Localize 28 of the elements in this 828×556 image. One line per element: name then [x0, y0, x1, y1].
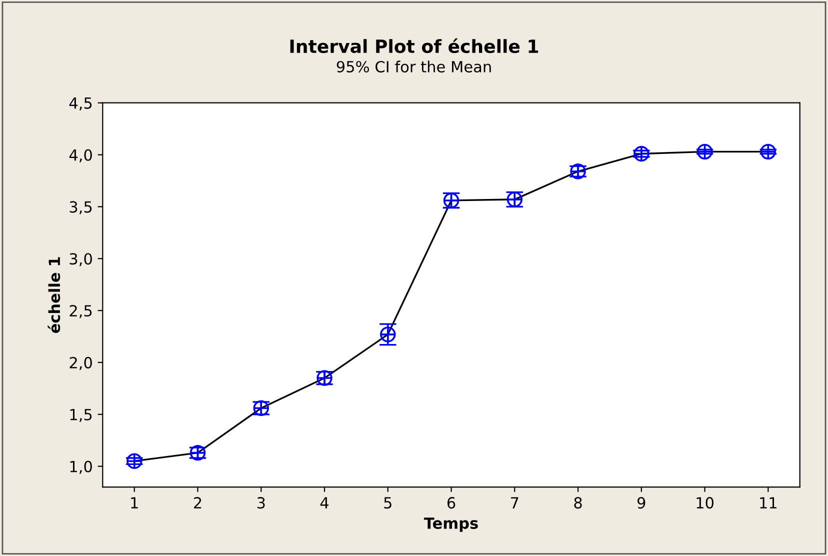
- x-tick-label: 6: [447, 497, 456, 509]
- y-tick-label: 4,0: [69, 149, 92, 162]
- y-tick-label: 4,5: [69, 98, 92, 110]
- chart-subtitle: 95% CI for the Mean: [336, 60, 491, 72]
- y-tick-label: 1,0: [70, 460, 92, 474]
- x-tick-label: 8: [574, 497, 582, 509]
- x-tick-label: 7: [511, 497, 518, 508]
- x-axis-title: Temps: [424, 518, 478, 532]
- x-tick-label: 5: [384, 497, 392, 509]
- x-tick-label: 2: [194, 497, 202, 508]
- point: [380, 326, 396, 342]
- point: [760, 144, 776, 160]
- x-tick-label: 10: [696, 497, 714, 509]
- y-tick-label: 1,5: [70, 409, 92, 422]
- x-tick-label: 4: [320, 497, 329, 508]
- point: [126, 453, 142, 469]
- y-tick-label: 2,5: [70, 305, 92, 318]
- x-tick-label: 11: [760, 497, 776, 508]
- point: [634, 146, 650, 162]
- y-tick-label: 3,0: [70, 253, 92, 266]
- y-tick-label: 3,5: [70, 201, 92, 214]
- y-tick-label: 2,0: [70, 356, 92, 370]
- x-tick-label: 1: [131, 497, 138, 508]
- point: [696, 144, 713, 160]
- chart-title: Interval Plot of échelle 1: [290, 38, 538, 54]
- y-axis-title: échelle 1: [48, 257, 60, 334]
- x-tick-label: 9: [638, 497, 646, 509]
- x-tick-label: 3: [257, 497, 265, 509]
